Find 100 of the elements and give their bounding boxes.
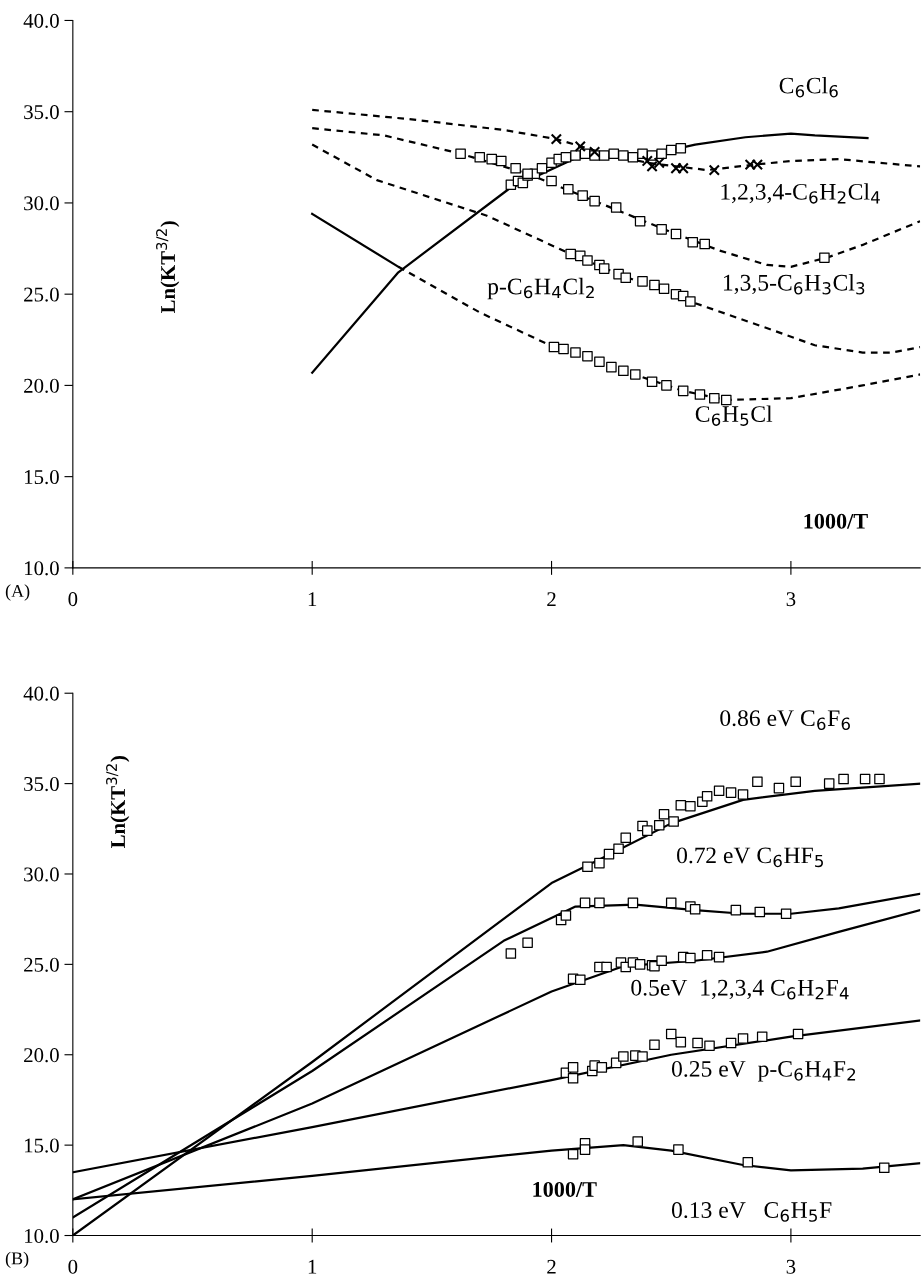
point (620, 832, 632, 844)
text: (A) (5, 584, 30, 601)
point (618, 150, 629, 161)
point (496, 155, 507, 167)
point (730, 904, 742, 916)
point (692, 1037, 703, 1049)
point (474, 152, 486, 163)
point (618, 365, 629, 377)
annotation: 1,3,5-C$_{6}$H$_{3}$Cl$_{3}$ (723, 274, 865, 295)
y-tick-label: 25.0 (24, 957, 59, 972)
point (859, 773, 871, 785)
annotation: 1,2,3,4-C$_{6}$H$_{2}$Cl$_{4}$ (721, 183, 880, 204)
point (685, 296, 696, 307)
point (677, 385, 689, 397)
point (742, 1157, 754, 1168)
point (630, 369, 641, 380)
annotation: 0.13 eV C$_{6}$H$_{5}$F (671, 1202, 832, 1222)
y-tick-label: 40.0 (23, 13, 59, 28)
point (550, 133, 563, 145)
y-tick-label: 35.0 (24, 776, 59, 792)
point (567, 1072, 579, 1084)
x-tick-label: 1 (308, 592, 317, 606)
y-tick-label: 15.0 (25, 470, 59, 485)
y-tick-label: 20.0 (24, 378, 59, 393)
point (713, 951, 725, 963)
x-tick-label: 0 (68, 1259, 78, 1274)
point (689, 903, 701, 915)
point (579, 1144, 591, 1155)
annotation: 0.25 eV p-C$_{6}$H$_{4}$F$_{2}$ (671, 1060, 856, 1082)
point (570, 150, 581, 161)
point (637, 276, 648, 287)
x-tick-label: 3 (786, 1259, 796, 1274)
point (510, 162, 521, 174)
point (637, 1051, 648, 1062)
point (579, 897, 591, 909)
point (694, 389, 706, 400)
point (754, 906, 766, 918)
point (642, 825, 653, 836)
point (675, 142, 687, 154)
point (632, 1136, 644, 1147)
point (563, 183, 574, 195)
point (598, 150, 610, 161)
annotation: p-C$_{6}$H$_{4}$Cl$_{2}$ (487, 277, 594, 300)
point (656, 224, 667, 235)
point (874, 773, 885, 785)
point (637, 148, 648, 159)
point (708, 164, 721, 176)
point (658, 809, 670, 820)
point (685, 800, 696, 812)
x-tick-label: 1 (308, 1259, 317, 1274)
y-axis-title: Ln(KT$^{3/2}$) (156, 221, 180, 314)
point (673, 1144, 684, 1155)
point (565, 248, 576, 260)
point (737, 789, 749, 800)
point (665, 897, 677, 909)
point (701, 950, 713, 961)
point (790, 776, 801, 788)
y-tick-label: 40.0 (23, 686, 59, 701)
point (675, 1036, 687, 1048)
annotation: 0.86 eV C$_{6}$F$_{6}$ (720, 710, 850, 730)
y-tick-label: 10.0 (25, 1228, 59, 1244)
point (627, 152, 639, 163)
point (582, 350, 593, 362)
point (823, 778, 835, 789)
point (878, 1162, 890, 1174)
point (522, 937, 533, 948)
point (598, 263, 610, 274)
point (610, 202, 622, 213)
point (756, 1031, 768, 1042)
point (560, 910, 572, 921)
point (594, 356, 605, 367)
point (486, 153, 497, 165)
point (646, 160, 658, 173)
x-tick-label: 2 (547, 1259, 556, 1274)
point (704, 1040, 715, 1051)
point (792, 1028, 804, 1040)
y-tick-label: 30.0 (24, 196, 59, 211)
point (505, 948, 517, 959)
point (627, 897, 639, 909)
point (725, 787, 737, 798)
annotation: 0.72 eV C$_{6}$HF$_{5}$ (677, 847, 823, 868)
y-tick-label: 30.0 (24, 867, 59, 882)
point (720, 394, 732, 406)
point (752, 776, 763, 788)
annotation: C$_{6}$Cl$_{6}$ (779, 76, 838, 98)
point (582, 255, 593, 266)
y-tick-label: 10.0 (25, 561, 59, 576)
line-series (311, 108, 921, 172)
point (661, 380, 672, 391)
point (582, 861, 593, 873)
point (653, 819, 665, 831)
point (560, 152, 572, 163)
point (536, 162, 548, 174)
point (675, 800, 687, 811)
point (670, 228, 682, 240)
point (634, 959, 646, 970)
point (634, 215, 646, 227)
point (656, 955, 667, 967)
point (699, 238, 711, 250)
y-tick-label: 25.0 (24, 287, 59, 302)
